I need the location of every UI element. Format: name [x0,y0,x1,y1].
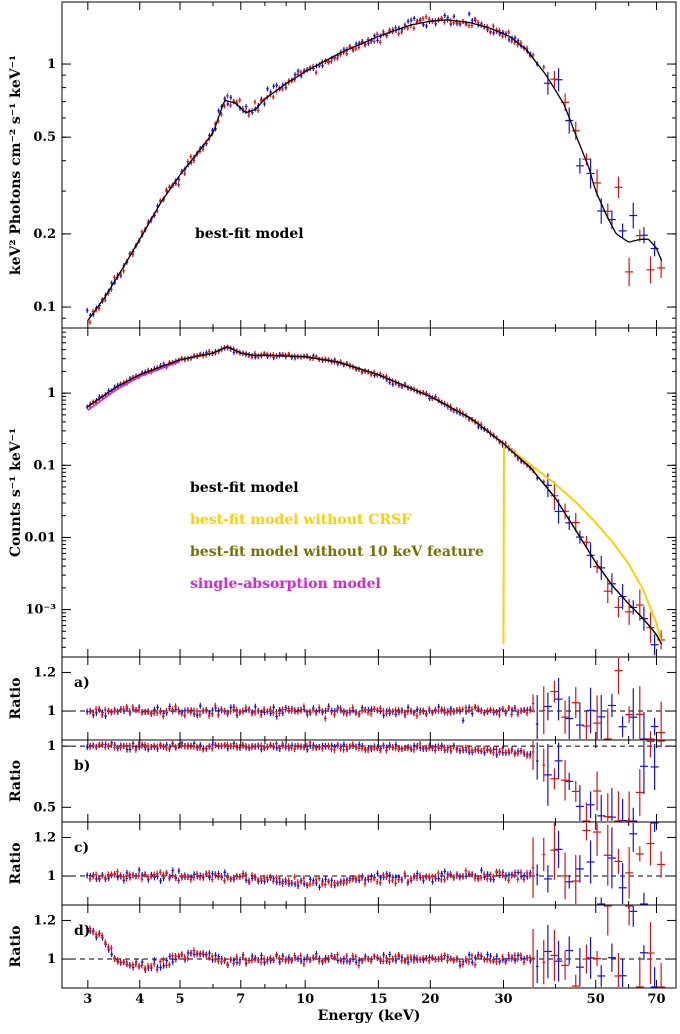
y-tick-label-unfolded: 1 [47,57,56,72]
y-tick-label-ratio_b: 1 [47,739,56,754]
x-axis-label: Energy (keV) [318,1008,421,1024]
y-axis-label-ratio_b: Ratio [8,760,24,802]
model-line-best-fit [87,19,663,321]
legend-entry: best-fit model [195,226,304,242]
panel-frame-counts [61,327,677,658]
x-tick-label: 15 [369,992,387,1007]
y-tick-label-counts: 0.1 [33,458,56,473]
x-tick-label: 7 [236,992,245,1007]
panel-frame-unfolded [61,1,677,329]
x-tick-label: 5 [176,992,185,1007]
model-line-no-10kev [87,345,663,645]
panel-frame-ratio_c [61,821,677,906]
model-line-single-abs [87,360,181,411]
model-line-no-crsf [502,442,663,645]
y-tick-label-ratio_a: 1.2 [33,665,56,680]
x-tick-label: 70 [647,992,665,1007]
y-tick-label-ratio_a: 1 [47,704,56,719]
panel-frame-ratio_a [61,656,677,741]
y-tick-label-unfolded: 0.2 [33,227,56,242]
legend-entry: best-fit model without 10 keV feature [190,544,484,560]
legend-entry: best-fit model [190,480,299,496]
legend-entry: single-absorption model [190,576,381,592]
model-line-best-fit [87,345,663,645]
legend-entry: best-fit model without CRSF [190,512,411,528]
y-tick-label-ratio_d: 1.2 [33,913,56,928]
y-axis-label-ratio_c: Ratio [8,842,24,884]
panel-letter-ratio_a: a) [74,675,90,691]
x-tick-label: 30 [494,992,512,1007]
x-tick-label: 10 [296,992,314,1007]
y-tick-label-unfolded: 0.1 [33,300,56,315]
y-tick-label-ratio_c: 1 [47,869,56,884]
panel-frame-ratio_d [61,904,677,989]
y-tick-label-ratio_d: 1 [47,952,56,967]
y-tick-label-counts: 1 [47,386,56,401]
x-tick-label: 50 [587,992,605,1007]
y-axis-label-ratio_d: Ratio [8,925,24,967]
y-tick-label-counts: 0.01 [24,530,56,545]
y-axis-label-ratio_a: Ratio [8,677,24,719]
panel-letter-ratio_b: b) [74,758,90,774]
y-axis-label-unfolded: keV² Photons cm⁻² s⁻¹ keV⁻¹ [8,55,24,275]
y-tick-label-unfolded: 0.5 [33,130,56,145]
x-tick-label: 3 [83,992,92,1007]
panel-frame-ratio_b [61,739,677,823]
y-tick-label-counts: 10⁻³ [25,603,56,618]
x-tick-label: 20 [421,992,439,1007]
y-axis-label-counts: Counts s⁻¹ keV⁻¹ [8,428,24,557]
x-tick-label: 4 [135,992,144,1007]
panel-letter-ratio_d: d) [74,923,90,939]
panel-letter-ratio_c: c) [74,840,89,856]
y-tick-label-ratio_c: 1.2 [33,830,56,845]
y-tick-label-ratio_b: 0.5 [33,800,56,815]
